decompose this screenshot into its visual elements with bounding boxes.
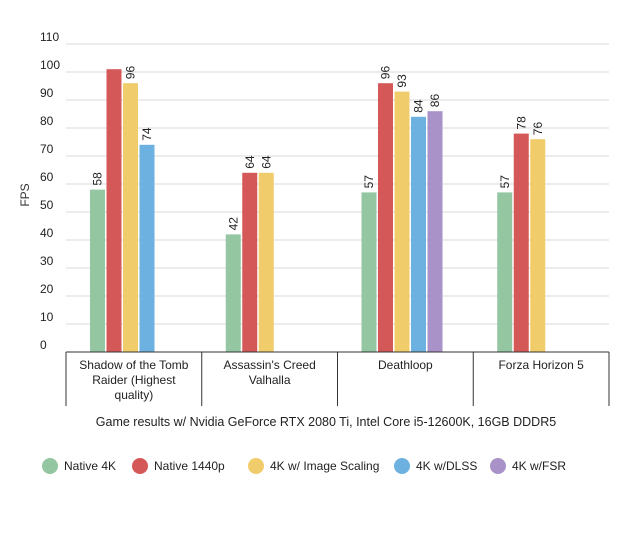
bar-native-1440p — [513, 133, 529, 352]
legend: Native 4K Native 1440p 4K w/ Image Scaling… — [42, 458, 566, 474]
y-tick-label: 100 — [40, 58, 60, 72]
y-tick-label: 110 — [40, 30, 59, 44]
x-tick-label: Forza Horizon 5 — [498, 358, 584, 372]
bar-value-label: 93 — [395, 74, 409, 88]
bar-value-label: 96 — [124, 66, 138, 80]
bar-value-label: 42 — [226, 217, 240, 231]
legend-label: Native 1440p — [154, 459, 225, 473]
y-tick-label: 50 — [40, 198, 54, 212]
bar-4k-w-image-scaling — [258, 172, 274, 352]
legend-label: 4K w/ Image Scaling — [270, 459, 379, 473]
x-tick-label: quality) — [115, 388, 154, 402]
legend-marker — [394, 458, 410, 474]
legend-marker — [490, 458, 506, 474]
bar-4k-w-image-scaling — [394, 91, 410, 352]
legend-label: Native 4K — [64, 459, 116, 473]
bar-4k-w-image-scaling — [123, 83, 138, 352]
bar-native-1440p — [242, 172, 258, 352]
x-tick-label: Valhalla — [249, 373, 291, 387]
bar-value-label: 58 — [91, 172, 105, 186]
x-tick-label: Raider (Highest — [92, 373, 176, 387]
y-tick-label: 30 — [40, 254, 54, 268]
bar-value-label: 64 — [243, 155, 257, 169]
bar-native-4k — [497, 192, 513, 352]
y-axis-label: FPS — [18, 183, 32, 206]
x-axis-title: Game results w/ Nvidia GeForce RTX 2080 … — [96, 415, 556, 429]
bar-value-label: 96 — [379, 66, 393, 80]
y-tick-label: 80 — [40, 114, 54, 128]
y-tick-label: 10 — [40, 310, 54, 324]
bar-value-label: 64 — [259, 155, 273, 169]
x-tick-label: Deathloop — [378, 358, 433, 372]
x-axis — [65, 351, 610, 406]
y-tick-label: 40 — [40, 226, 54, 240]
bar-native-1440p — [106, 69, 122, 352]
bar-4k-w-dlss — [139, 144, 155, 352]
y-tick-label: 90 — [40, 86, 54, 100]
legend-label: 4K w/DLSS — [416, 459, 477, 473]
bar-value-label: 86 — [428, 94, 442, 108]
y-tick-label: 70 — [40, 142, 54, 156]
x-tick-label: Assassin's Creed — [223, 358, 315, 372]
y-tick-label: 20 — [40, 282, 54, 296]
legend-label: 4K w/FSR — [512, 459, 566, 473]
y-tick-label: 0 — [40, 338, 47, 352]
gridlines — [66, 43, 609, 325]
bar-value-label: 57 — [362, 175, 376, 189]
bar-native-4k — [90, 189, 105, 352]
bar-native-4k — [225, 234, 241, 352]
bar-4k-w-fsr — [427, 111, 443, 352]
bar-value-label: 57 — [498, 175, 512, 189]
bar-native-4k — [361, 192, 377, 352]
bar-value-label: 78 — [514, 116, 528, 130]
legend-marker — [42, 458, 58, 474]
legend-marker — [248, 458, 264, 474]
bar-native-1440p — [378, 83, 393, 352]
bar-value-label: 76 — [531, 122, 545, 136]
y-tick-label: 60 — [40, 170, 54, 184]
bars — [90, 69, 546, 352]
bar-4k-w-image-scaling — [530, 139, 546, 352]
y-axis-ticks: 0 10 20 30 40 50 60 70 80 90 100 110 — [40, 30, 60, 352]
legend-marker — [132, 458, 148, 474]
bar-value-label: 74 — [140, 127, 154, 141]
x-tick-label: Shadow of the Tomb — [79, 358, 189, 372]
bar-4k-w-dlss — [411, 116, 426, 352]
bar-value-label: 84 — [412, 99, 426, 113]
